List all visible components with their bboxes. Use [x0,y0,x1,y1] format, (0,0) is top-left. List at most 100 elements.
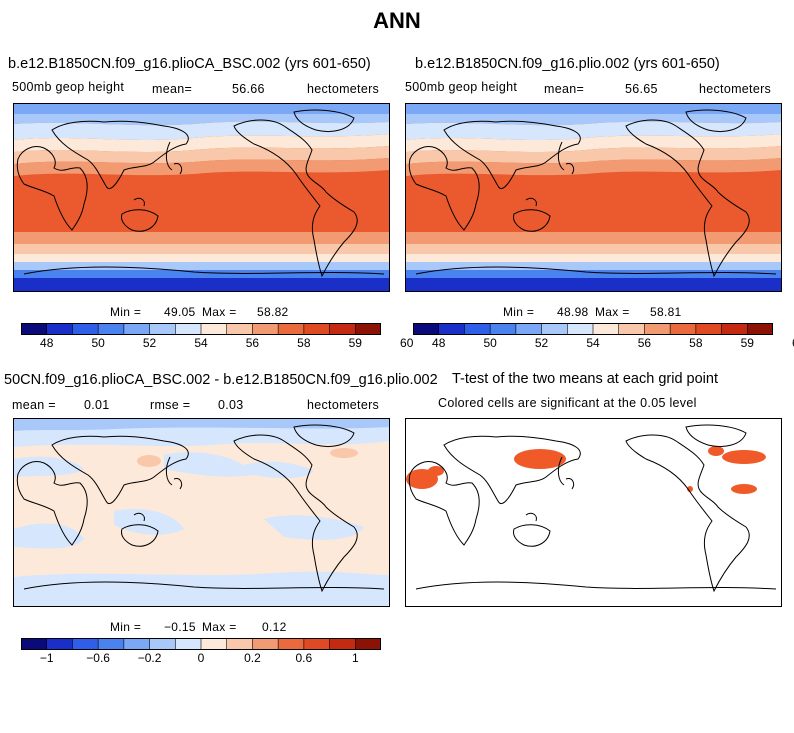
map-bottom-left [13,418,390,607]
colorbar-swatch [278,638,305,650]
colorbar-tick-label: 52 [142,336,157,350]
colorbar-tick-label: 0.6 [295,651,313,665]
variable-label-top-left: 500mb geop height [12,80,125,94]
coastlines-top-right [408,109,777,278]
min-value-top-left: 49.05 [164,305,196,319]
colorbar-swatch [438,323,465,335]
colorbar-swatch [21,638,48,650]
colorbar-tick-label: 52 [534,336,549,350]
significance-field-bottom-right [406,419,781,606]
mean-label-bottom-left: mean = [12,398,56,412]
colorbar-swatch [618,323,645,335]
colorbar-swatch [175,638,202,650]
colorbar-tick-label: 50 [483,336,497,350]
colorbar-swatch [355,638,381,650]
colorbar-swatch [515,323,542,335]
colorbar-swatch [123,323,150,335]
variable-label-top-right: 500mb geop height [405,80,518,94]
colorbar-tick-label: 58 [297,336,311,350]
rmse-value-bottom-left: 0.03 [218,398,244,412]
max-label-top-right: Max = [595,305,630,319]
map-top-right [405,103,782,292]
mean-value-top-right: 56.65 [625,82,658,96]
colorbar-swatch [593,323,620,335]
colorbar-swatch [303,323,330,335]
min-value-bottom-left: −0.15 [164,620,196,634]
colorbar-tick-label: 58 [689,336,703,350]
colorbar-swatch [72,638,99,650]
geopotential-field-top-left [14,104,389,291]
coastlines-bottom-left [16,424,385,593]
mean-value-bottom-left: 0.01 [84,398,110,412]
colorbar-swatch [72,323,99,335]
colorbar-swatch [46,638,73,650]
colorbar-tick-label: −1 [39,651,54,665]
units-label-bottom-left: hectometers [307,398,380,412]
max-label-top-left: Max = [202,305,237,319]
colorbar-top-left [21,323,381,335]
colorbar-tick-label: 56 [637,336,652,350]
coastlines-bottom-right [408,424,777,593]
panel-title-top-right: b.e12.B1850CN.f09_g16.plio.002 (yrs 601-… [415,56,720,72]
mean-value-top-left: 56.66 [232,82,265,96]
colorbar-swatch [201,638,228,650]
colorbar-bottom-left [21,638,381,650]
colorbar-swatch [278,323,305,335]
max-value-top-right: 58.81 [650,305,682,319]
colorbar-tick-label: 48 [432,336,446,350]
colorbar-tick-label: 59 [740,336,754,350]
colorbar-swatch [541,323,568,335]
significant-cells [406,446,766,494]
colorbar-swatch [413,323,440,335]
min-value-top-right: 48.98 [557,305,589,319]
mean-label-top-left: mean= [152,82,193,96]
colorbar-tick-label: 59 [348,336,362,350]
max-value-top-left: 58.82 [257,305,289,319]
units-label-top-left: hectometers [307,82,380,96]
colorbar-swatch [670,323,697,335]
colorbar-swatch [149,323,176,335]
colorbar-swatch [721,323,748,335]
colorbar-swatch [329,638,356,650]
colorbar-swatch [21,323,48,335]
subtitle-bottom-right: Colored cells are significant at the 0.0… [438,396,697,410]
panel-title-bottom-left: 50CN.f09_g16.plioCA_BSC.002 - b.e12.B185… [4,372,438,388]
colorbar-swatch [123,638,150,650]
colorbar-tick-label: 54 [194,336,208,350]
max-value-bottom-left: 0.12 [262,620,287,634]
colorbar-ticks-top-right: 48 50 52 54 56 58 59 60 [413,336,794,352]
colorbar-tick-label: 60 [400,336,414,350]
colorbar-top-right [413,323,773,335]
colorbar-tick-label: 0.2 [244,651,261,665]
page-title: ANN [373,8,421,33]
max-label-bottom-left: Max = [202,620,237,634]
colorbar-tick-label: 48 [40,336,54,350]
colorbar-swatch [175,323,202,335]
colorbar-tick-label: −0.2 [137,651,162,665]
map-top-left [13,103,390,292]
rmse-label-bottom-left: rmse = [150,398,191,412]
colorbar-swatch [98,323,125,335]
colorbar-tick-label: 60 [792,336,794,350]
colorbar-swatch [567,323,594,335]
colorbar-swatch [46,323,73,335]
colorbar-swatch [201,323,228,335]
colorbar-ticks-bottom-left: −1 −0.6 −0.2 0 0.2 0.6 1 [21,651,381,667]
min-label-bottom-left: Min = [110,620,142,634]
colorbar-swatch [149,638,176,650]
colorbar-tick-label: 0 [197,651,205,665]
map-bottom-right [405,418,782,607]
min-label-top-right: Min = [503,305,535,319]
panel-title-bottom-right: T-test of the two means at each grid poi… [452,371,718,387]
colorbar-swatch [464,323,491,335]
coastlines-top-left [16,109,385,278]
colorbar-swatch [252,323,279,335]
colorbar-swatch [355,323,381,335]
min-label-top-left: Min = [110,305,142,319]
geopotential-field-top-right [406,104,781,291]
colorbar-swatch [747,323,773,335]
colorbar-swatch [303,638,330,650]
colorbar-tick-label: 50 [91,336,105,350]
colorbar-swatch [226,323,253,335]
colorbar-swatch [644,323,671,335]
